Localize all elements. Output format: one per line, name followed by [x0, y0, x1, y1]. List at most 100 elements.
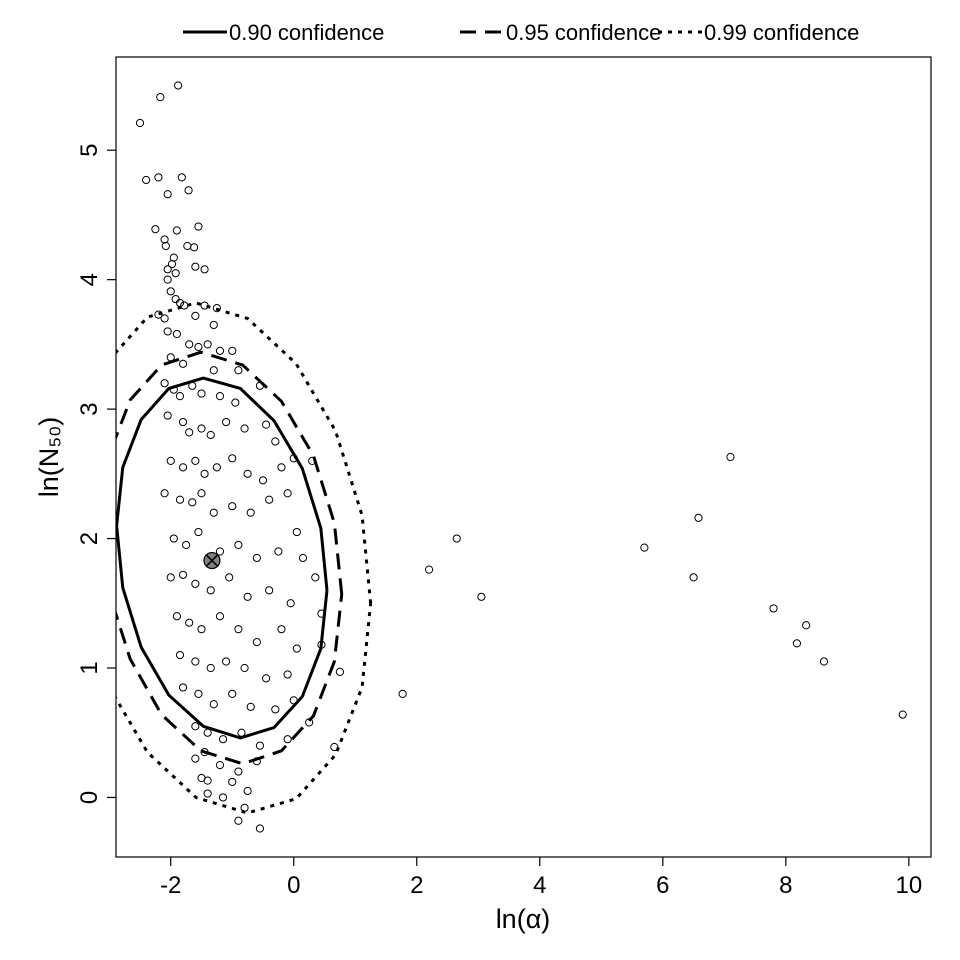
scatter-point: [283, 735, 292, 744]
x-tick-label: 8: [779, 872, 792, 899]
scatter-point: [172, 329, 181, 339]
scatter-point: [640, 543, 649, 552]
scatter-point: [178, 570, 188, 579]
scatter-point: [160, 235, 169, 244]
scatter-point: [215, 346, 225, 355]
scatter-point: [452, 534, 461, 543]
scatter-point: [228, 454, 237, 463]
scatter-point: [183, 241, 192, 251]
scatter-point: [171, 269, 180, 278]
scatter-point: [228, 777, 237, 787]
scatter-point: [898, 710, 907, 719]
plot-frame: [115, 56, 932, 858]
scatter-point: [177, 173, 186, 182]
scatter-point: [209, 366, 218, 375]
scatter-point: [252, 638, 261, 647]
scatter-point: [222, 417, 231, 427]
scatter-point: [240, 663, 249, 673]
scatter-point: [258, 476, 268, 485]
scatter-point: [212, 463, 221, 472]
scatter-point: [166, 456, 175, 465]
x-tick-label: 6: [656, 872, 669, 899]
scatter-point: [726, 452, 735, 462]
scatter-point: [178, 359, 188, 368]
y-tick-label: 0: [76, 791, 103, 804]
scatter-point: [191, 579, 200, 588]
point-estimate: [203, 551, 221, 570]
scatter-point: [424, 565, 434, 574]
scatter-point: [246, 508, 255, 517]
scatter-point: [286, 599, 295, 608]
scatter-point: [206, 663, 215, 673]
scatter-point: [172, 226, 181, 235]
scatter-point: [243, 786, 252, 796]
scatter-point: [335, 667, 344, 676]
scatter-point: [194, 222, 203, 231]
scatter-point: [160, 489, 169, 498]
scatter-point: [169, 534, 178, 543]
scatter-point: [154, 310, 163, 319]
confidence-contour: [116, 376, 329, 740]
scatter-point: [252, 553, 261, 563]
x-tick-label: 2: [410, 872, 423, 899]
scatter-point: [274, 547, 283, 556]
scatter-point: [283, 489, 292, 498]
scatter-point: [209, 700, 218, 709]
scatter-point: [191, 754, 200, 763]
scatter-point: [203, 728, 212, 737]
scatter-point: [167, 260, 177, 269]
x-axis-label: ln(α): [496, 904, 551, 934]
scatter-point: [163, 327, 172, 336]
scatter-point: [261, 674, 271, 683]
scatter-point: [243, 592, 252, 601]
scatter-point: [298, 553, 308, 563]
scatter-point: [178, 683, 188, 692]
scatter-point: [163, 411, 172, 420]
y-tick-label: 5: [76, 144, 103, 157]
scatter-point: [261, 420, 271, 429]
scatter-point: [215, 547, 225, 556]
scatter-point: [277, 625, 286, 634]
y-tick-label: 2: [76, 532, 103, 545]
y-tick-label: 1: [76, 661, 103, 674]
scatter-point: [163, 275, 172, 284]
scatter-point: [398, 689, 407, 698]
scatter-point: [225, 573, 234, 582]
scatter-point: [151, 225, 160, 234]
scatter-point: [271, 437, 280, 446]
point-estimate-cross: [205, 554, 218, 567]
scatter-point: [209, 508, 218, 517]
scatter-point: [135, 118, 145, 128]
scatter-point: [185, 618, 194, 627]
scatter-point: [175, 392, 185, 401]
scatter-point: [243, 469, 252, 478]
scatter-point: [215, 392, 225, 401]
scatter-point: [203, 789, 212, 798]
x-tick-label: 10: [896, 872, 923, 899]
scatter-point: [234, 816, 243, 825]
plot-area: [116, 81, 907, 833]
scatter-point: [271, 705, 280, 714]
scatter-point: [171, 294, 180, 304]
scatter-point: [166, 573, 175, 582]
scatter-point: [188, 498, 197, 507]
scatter-point: [160, 314, 169, 323]
scatter-point: [277, 463, 286, 472]
scatter-point: [142, 175, 151, 185]
scatter-point: [203, 776, 212, 785]
scatter-point: [218, 735, 228, 744]
scatter-point: [191, 722, 200, 731]
legend-label: 0.90 confidence: [229, 20, 384, 45]
scatter-point: [246, 702, 255, 711]
x-tick-label: 0: [287, 872, 300, 899]
scatter-point: [191, 456, 200, 465]
scatter-point: [215, 760, 225, 770]
scatter-point: [166, 287, 175, 296]
legend-label: 0.99 confidence: [704, 20, 859, 45]
scatter-point: [283, 670, 292, 679]
scatter-point: [197, 424, 206, 433]
scatter-point: [161, 241, 170, 251]
scatter-point: [234, 366, 243, 375]
scatter-point: [222, 657, 231, 666]
